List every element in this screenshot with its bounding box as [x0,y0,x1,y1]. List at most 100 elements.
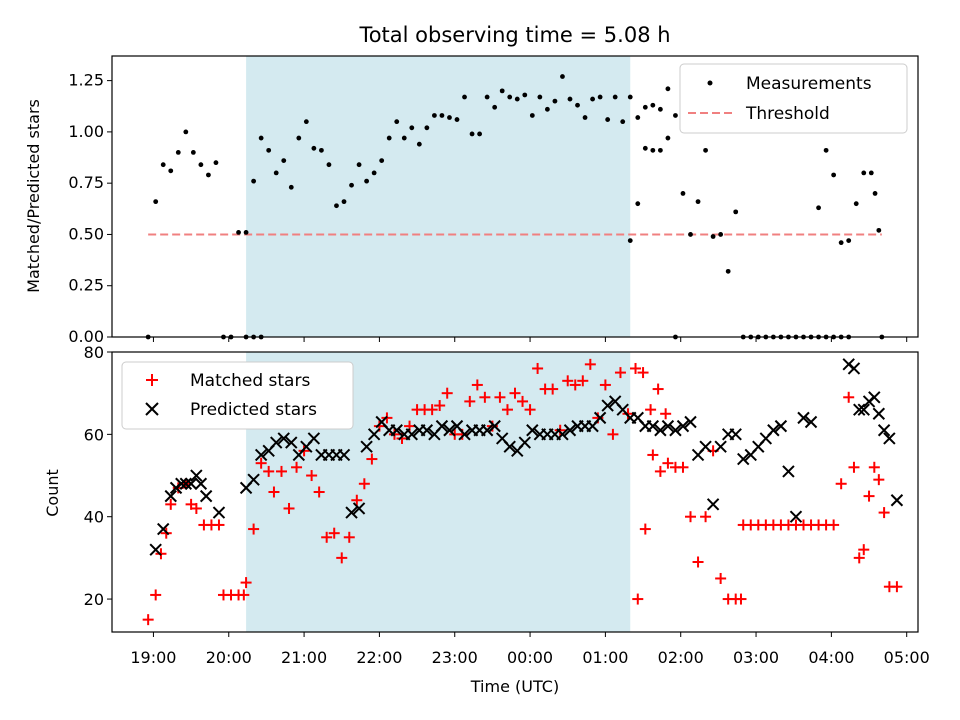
predicted-star-point [556,428,569,441]
matched-star-point [577,375,589,387]
measurement-point [432,113,437,118]
matched-star-point [614,367,626,379]
predicted-star-point [270,436,283,449]
matched-star-point [142,614,154,626]
matched-star-point [291,461,303,473]
measurement-point [341,199,347,205]
measurement-point [514,96,520,102]
measurement-point [680,191,686,196]
matched-star-point [479,391,491,403]
x-tick-label: 19:00 [130,648,176,667]
measurement-point [507,94,513,100]
measurement-point [439,113,445,118]
measurement-point [635,115,641,120]
predicted-star-point [774,419,788,433]
x-tick-label: 20:00 [206,648,252,667]
measurement-point [319,147,324,153]
y-tick-label: 0.50 [68,224,104,243]
predicted-star-point [601,399,614,412]
matched-star-point [501,404,513,416]
matched-star-point [843,391,855,403]
measurement-point [447,115,452,120]
measurement-point [665,86,671,92]
matched-star-point [190,502,202,514]
measurement-point [206,172,211,178]
measurement-point [288,184,294,190]
matched-star-point [248,523,260,535]
measurement-point [168,168,174,174]
matched-star-point [677,461,689,473]
matched-star-point [255,457,267,469]
matched-star-point [868,461,880,473]
matched-star-point [848,461,860,473]
predicted-star-point [352,502,366,515]
x-tick-label: 21:00 [281,648,327,667]
predicted-star-point [563,424,577,437]
predicted-star-point [285,436,298,449]
matched-star-point [524,404,536,416]
measurement-point [281,158,287,164]
matched-star-point [441,387,453,399]
measurement-point [379,158,385,164]
measurement-point [266,147,272,153]
matched-star-point [858,544,870,556]
predicted-star-point [212,506,226,519]
legend-measurements-marker [707,80,713,86]
matched-star-point [878,507,890,519]
predicted-star-point [853,403,866,416]
predicted-star-point [420,424,434,437]
measurement-point [688,232,693,237]
matched-star-point [637,367,649,379]
measurement-point [605,117,611,122]
count-plot: 20 40 60 80 19:00 20:00 21:00 22:00 23:00 00:00 0… [84,343,930,667]
measurement-point [650,147,656,153]
matched-star-point [351,494,363,506]
measurement-point [846,238,852,243]
matched-star-point [562,375,574,387]
legend-matched-label: Matched stars [190,371,310,391]
matched-star-point [283,502,295,514]
matched-star-point [700,511,712,523]
measurement-point [642,145,648,151]
matched-star-point [607,428,619,440]
matched-star-point [275,465,287,477]
matched-star-point [692,556,704,568]
measurement-point [582,115,588,120]
matched-star-point [735,593,747,605]
y-tick-label: 0.25 [68,276,104,295]
measurement-point [198,162,204,168]
x-tick-label: 22:00 [356,648,402,667]
measurement-point [160,162,166,168]
top-chart-title: Total observing time = 5.08 h [358,23,670,47]
predicted-star-point [847,362,861,375]
matched-star-point [313,486,325,498]
matched-star-point [532,362,544,374]
matched-star-point [343,531,355,543]
legend-predicted-marker [145,402,159,416]
predicted-star-point [164,489,177,503]
predicted-star-point [175,477,188,490]
predicted-star-point [277,432,290,445]
measurement-point [349,182,354,188]
matched-star-point [165,498,177,510]
measurement-point [213,160,219,166]
matched-star-point [358,478,370,490]
matched-star-point [464,395,476,407]
measurement-point [657,106,663,112]
matched-star-point [873,474,885,486]
matched-star-point [569,379,581,391]
measurement-point [567,96,573,102]
matched-star-point [321,531,333,543]
measurement-point [499,88,505,94]
measurement-point [673,113,678,118]
measurement-point [529,113,535,118]
measurement-point [416,141,422,147]
x-tick-label: 05:00 [884,648,930,667]
matched-star-point [835,478,847,490]
predicted-star-point [877,424,891,437]
observing-window-shade [246,56,631,337]
measurement-point [831,172,837,178]
predicted-star-point [480,424,494,437]
matched-star-point [662,457,674,469]
